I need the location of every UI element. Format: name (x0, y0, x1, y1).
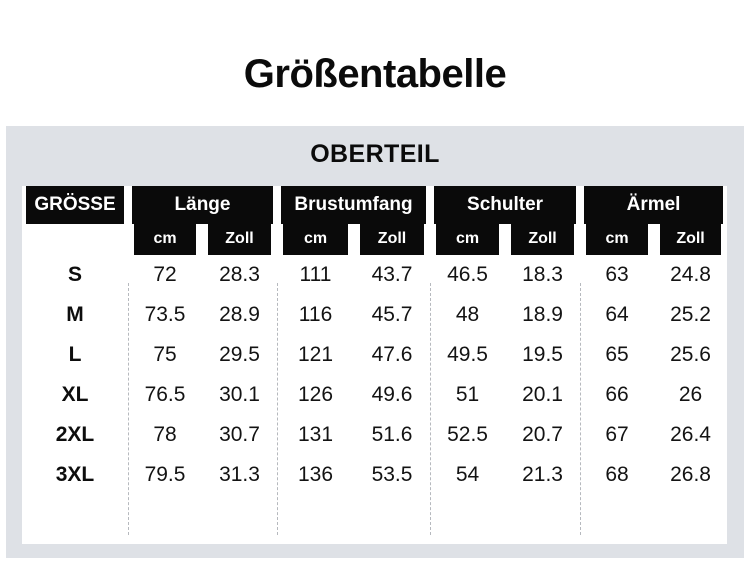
cell-size: L (68, 343, 82, 366)
size-table-card: GRÖSSE Länge Brustumfang Schulter Ärmel (22, 186, 727, 544)
table-header-units: cm Zoll cm Zoll cm Zoll cm (22, 224, 727, 255)
cell-aermel-cm: 68 (605, 463, 629, 486)
cell-brustumfang-zoll: 51.6 (371, 423, 413, 446)
cell-aermel-cm: 65 (605, 343, 629, 366)
table-row: XL 76.5 30.1 126 49.6 51 20.1 66 26 (22, 375, 727, 415)
header-cell-schulter: Schulter (430, 186, 580, 224)
header-cell-aermel: Ärmel (580, 186, 727, 224)
cell-aermel-cm: 67 (605, 423, 629, 446)
cell-aermel-cm: 63 (605, 263, 629, 286)
chip-aermel-cm: cm (586, 224, 649, 255)
cell-brustumfang-zoll: 47.6 (371, 343, 413, 366)
cell-brustumfang-zoll: 49.6 (371, 383, 413, 406)
cell-laenge-cm: 73.5 (144, 303, 186, 326)
cell-laenge-cm: 75 (153, 343, 177, 366)
cell-schulter-zoll: 18.3 (522, 263, 563, 286)
chip-brustumfang-zoll: Zoll (360, 224, 425, 255)
cell-brustumfang-cm: 131 (297, 423, 334, 446)
header-cell-brustumfang: Brustumfang (277, 186, 430, 224)
chip-schulter: Schulter (434, 186, 577, 224)
chip-groesse: GRÖSSE (26, 186, 124, 224)
header-unit-laenge-zoll: Zoll (202, 224, 277, 255)
table-row: S 72 28.3 111 43.7 46.5 18.3 63 24.8 (22, 255, 727, 295)
header-unit-schulter-zoll: Zoll (505, 224, 580, 255)
cell-laenge-cm: 76.5 (144, 383, 186, 406)
cell-brustumfang-cm: 116 (298, 303, 333, 326)
chip-aermel-zoll: Zoll (660, 224, 722, 255)
cell-brustumfang-zoll: 45.7 (371, 303, 413, 326)
column-separator-2 (277, 283, 278, 535)
chip-laenge-zoll: Zoll (208, 224, 272, 255)
size-table: GRÖSSE Länge Brustumfang Schulter Ärmel (22, 186, 727, 495)
cell-schulter-cm: 51 (455, 383, 480, 406)
table-row: M 73.5 28.9 116 45.7 48 18.9 64 25.2 (22, 295, 727, 335)
header-unit-brust-cm: cm (277, 224, 354, 255)
cell-schulter-zoll: 20.7 (522, 423, 563, 446)
cell-laenge-cm: 79.5 (144, 463, 186, 486)
cell-aermel-zoll: 25.2 (670, 303, 711, 326)
cell-schulter-cm: 49.5 (447, 343, 488, 366)
column-separator-3 (430, 283, 431, 535)
cell-schulter-cm: 52.5 (447, 423, 488, 446)
cell-schulter-cm: 54 (455, 463, 480, 486)
column-separator-1 (128, 283, 129, 535)
cell-aermel-zoll: 26 (678, 383, 703, 406)
cell-brustumfang-cm: 121 (297, 343, 334, 366)
cell-schulter-cm: 48 (455, 303, 480, 326)
column-separator-4 (580, 283, 581, 535)
header-unit-laenge-cm: cm (128, 224, 202, 255)
chip-schulter-zoll: Zoll (511, 224, 575, 255)
table-header-groups: GRÖSSE Länge Brustumfang Schulter Ärmel (22, 186, 727, 224)
cell-aermel-zoll: 26.8 (670, 463, 711, 486)
cell-brustumfang-cm: 136 (297, 463, 334, 486)
cell-laenge-zoll: 30.1 (219, 383, 260, 406)
cell-laenge-zoll: 28.3 (219, 263, 260, 286)
cell-schulter-cm: 46.5 (447, 263, 488, 286)
page-title: Größentabelle (243, 52, 507, 96)
chip-brustumfang: Brustumfang (281, 186, 427, 224)
chip-aermel: Ärmel (584, 186, 724, 224)
cell-laenge-zoll: 30.7 (219, 423, 260, 446)
table-row: 2XL 78 30.7 131 51.6 52.5 20.7 67 26.4 (22, 415, 727, 455)
header-unit-spacer (22, 224, 128, 255)
cell-aermel-zoll: 26.4 (670, 423, 711, 446)
cell-brustumfang-zoll: 53.5 (371, 463, 413, 486)
cell-brustumfang-cm: 111 (299, 263, 332, 286)
cell-laenge-zoll: 29.5 (219, 343, 260, 366)
cell-laenge-cm: 72 (153, 263, 177, 286)
chip-laenge: Länge (132, 186, 274, 224)
cell-schulter-zoll: 19.5 (522, 343, 563, 366)
cell-size: M (66, 303, 84, 326)
cell-laenge-zoll: 31.3 (219, 463, 260, 486)
header-cell-size: GRÖSSE (22, 186, 128, 224)
header-unit-aermel-zoll: Zoll (654, 224, 727, 255)
cell-size: S (67, 263, 82, 286)
chip-laenge-cm: cm (134, 224, 196, 255)
header-cell-laenge: Länge (128, 186, 277, 224)
cell-brustumfang-zoll: 43.7 (371, 263, 413, 286)
cell-size: 3XL (55, 463, 95, 486)
table-row: L 75 29.5 121 47.6 49.5 19.5 65 25.6 (22, 335, 727, 375)
header-unit-brust-zoll: Zoll (354, 224, 430, 255)
cell-brustumfang-cm: 126 (297, 383, 334, 406)
section-title: OBERTEIL (310, 140, 440, 168)
table-row: 3XL 79.5 31.3 136 53.5 54 21.3 68 26.8 (22, 455, 727, 495)
cell-schulter-zoll: 20.1 (522, 383, 563, 406)
chip-brustumfang-cm: cm (283, 224, 349, 255)
header-unit-schulter-cm: cm (430, 224, 505, 255)
cell-size: XL (61, 383, 89, 406)
cell-aermel-cm: 64 (605, 303, 629, 326)
cell-aermel-zoll: 24.8 (670, 263, 711, 286)
cell-aermel-zoll: 25.6 (670, 343, 711, 366)
cell-size: 2XL (55, 423, 95, 446)
cell-schulter-zoll: 18.9 (522, 303, 563, 326)
cell-aermel-cm: 66 (605, 383, 629, 406)
cell-schulter-zoll: 21.3 (522, 463, 563, 486)
cell-laenge-cm: 78 (153, 423, 177, 446)
header-unit-aermel-cm: cm (580, 224, 654, 255)
chip-schulter-cm: cm (436, 224, 500, 255)
cell-laenge-zoll: 28.9 (219, 303, 260, 326)
